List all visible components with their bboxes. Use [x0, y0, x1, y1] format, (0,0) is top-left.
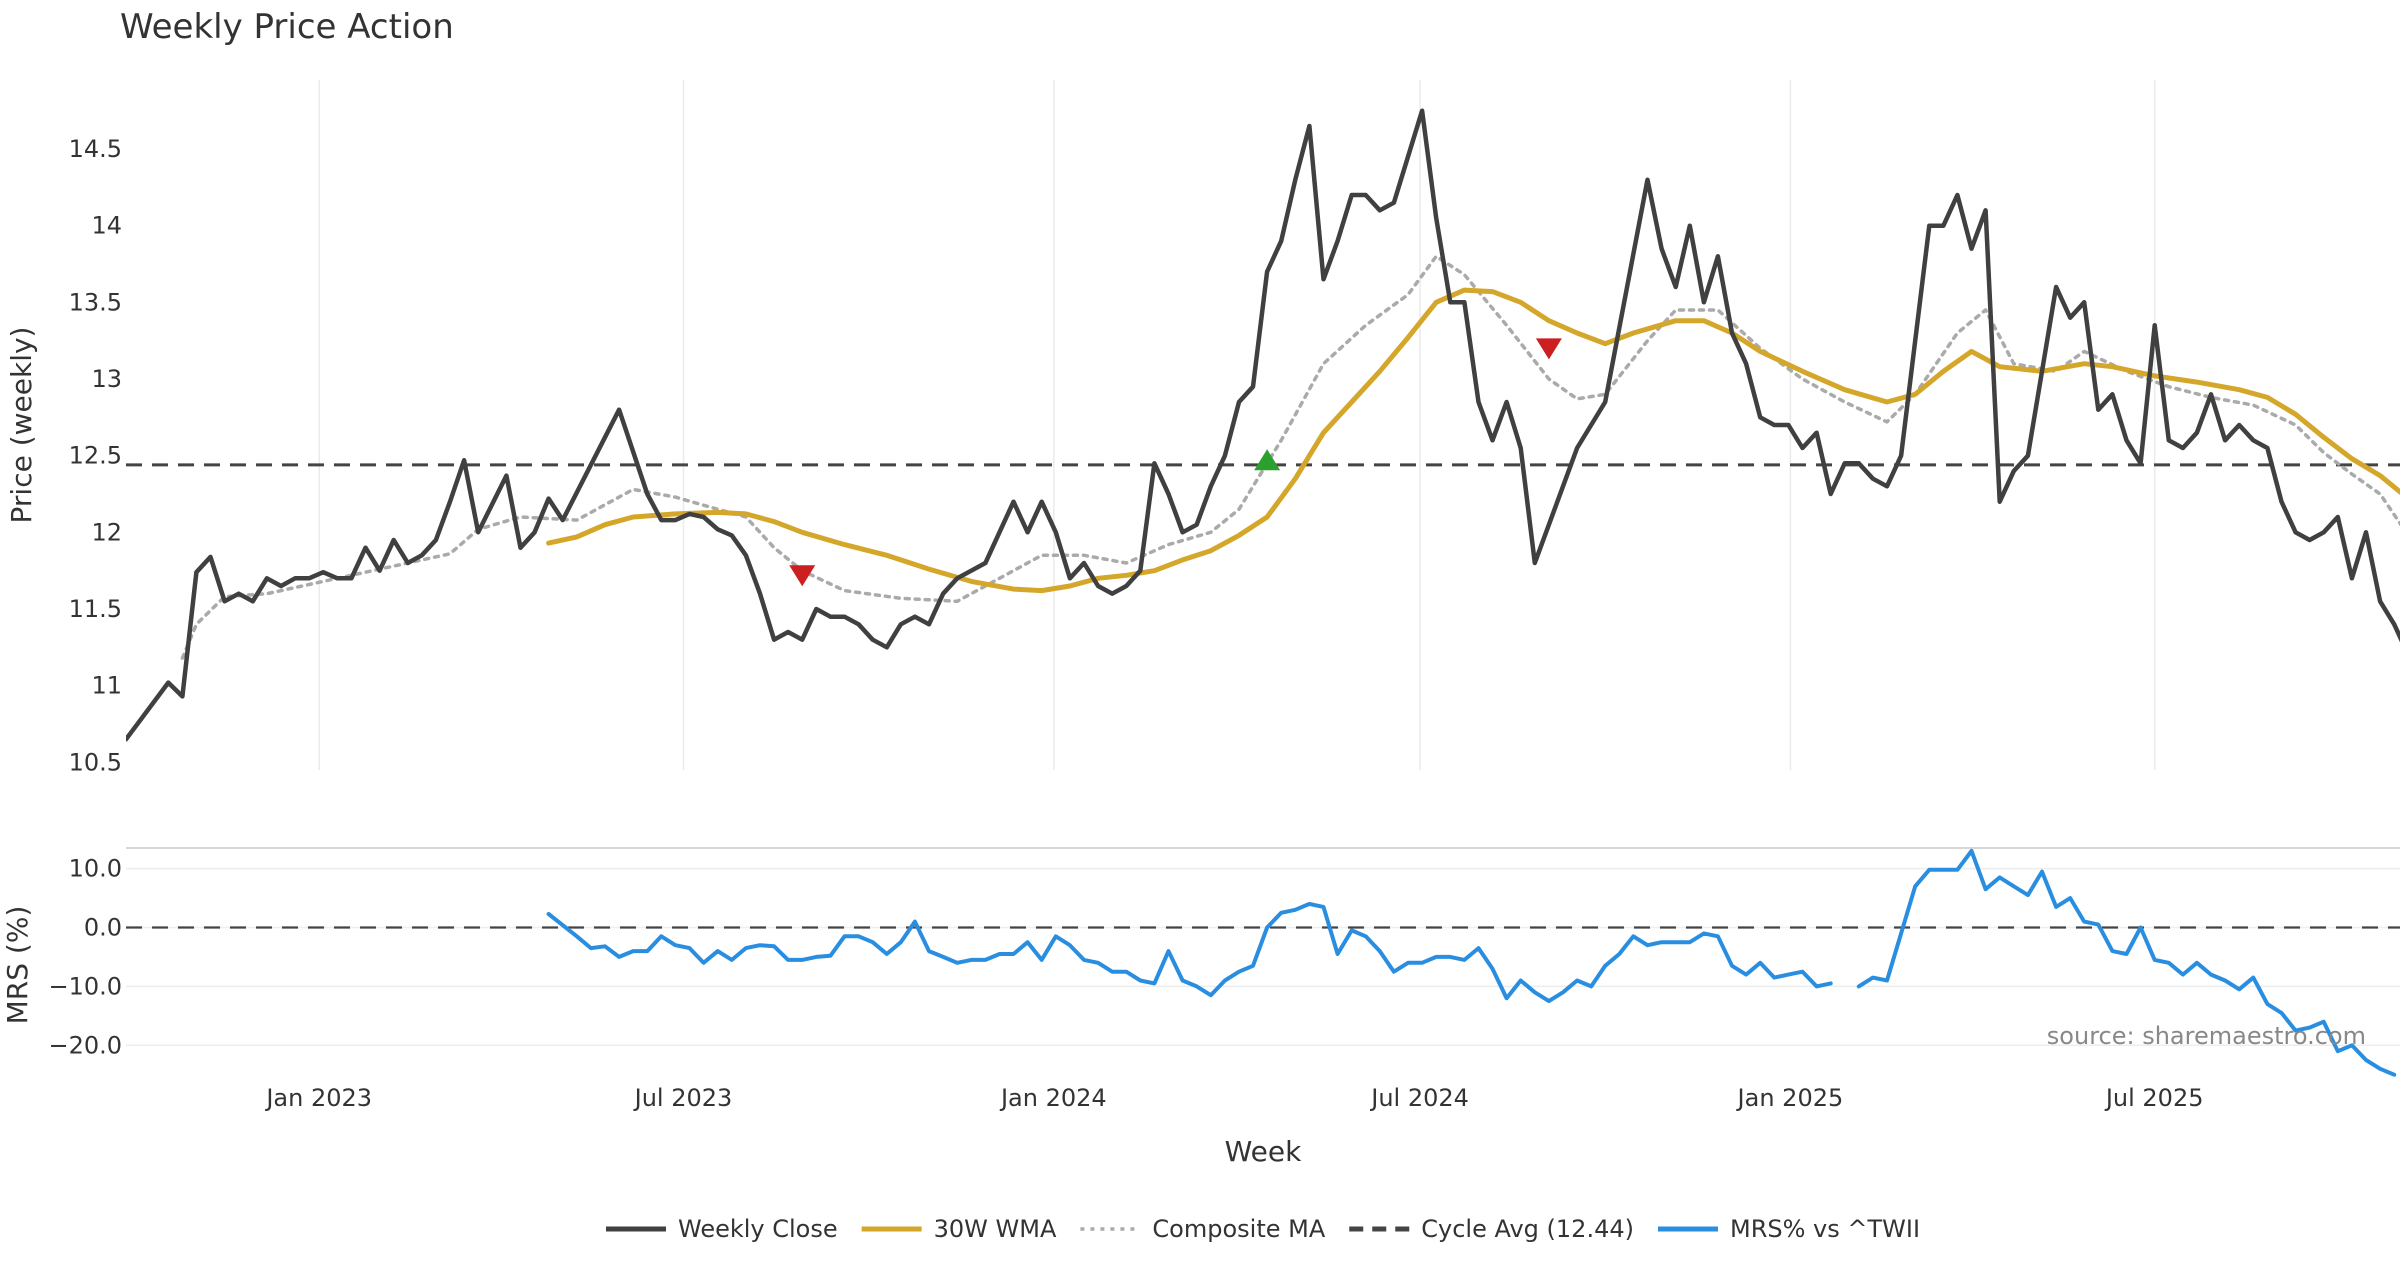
series-line-mrs-segment-2 — [1856, 848, 2397, 1077]
x-tick-label: Jul 2024 — [1369, 1084, 1469, 1112]
legend-label-cycle-avg-12-44: Cycle Avg (12.44) — [1421, 1215, 1634, 1243]
legend: Weekly Close 30W WMA Composite MA Cycle Avg… — [606, 1215, 1920, 1243]
x-tick-label: Jul 2025 — [2104, 1084, 2204, 1112]
mrs-y-axis-title: MRS (%) — [1, 906, 34, 1025]
price-y-tick-label: 14.5 — [69, 135, 122, 163]
x-tick-label: Jan 2025 — [1736, 1084, 1844, 1112]
sell-signal-marker-1 — [789, 565, 816, 587]
sell-signal-marker-3 — [1535, 338, 1562, 360]
price-y-tick-label: 14 — [91, 212, 122, 240]
legend-item-mrs-vs-twii: MRS% vs ^TWII — [1657, 1215, 1920, 1243]
price-y-tick-label: 12 — [91, 518, 122, 546]
legend-label-30w-wma: 30W WMA — [934, 1215, 1057, 1243]
legend-label-composite-ma: Composite MA — [1152, 1215, 1325, 1243]
mrs-y-tick-label: −10.0 — [48, 972, 122, 1000]
legend-label-weekly-close: Weekly Close — [678, 1215, 838, 1243]
series-line-mrs-segment-1 — [546, 901, 1833, 1004]
price-y-tick-label: 11 — [91, 672, 122, 700]
price-grid — [126, 80, 2400, 770]
mrs-y-tick-label: 10.0 — [69, 855, 122, 883]
legend-item-cycle-avg-12-44: Cycle Avg (12.44) — [1349, 1215, 1634, 1243]
mrs-grid — [126, 847, 2400, 1047]
mrs-series-group — [546, 848, 2397, 1077]
chart-title: Weekly Price Action — [120, 7, 454, 47]
legend-label-mrs-vs-twii: MRS% vs ^TWII — [1730, 1215, 1920, 1243]
source-label: source: sharemaestro.com — [2047, 1022, 2366, 1050]
legend-item-30w-wma: 30W WMA — [861, 1215, 1057, 1243]
x-tick-label: Jul 2023 — [633, 1084, 733, 1112]
legend-item-composite-ma: Composite MA — [1080, 1215, 1326, 1243]
price-y-tick-label: 12.5 — [69, 442, 122, 470]
x-ticks: Jan 2023 Jul 2023 Jan 2024 Jul 2024 Jan 2025… — [264, 1084, 2203, 1112]
buy-signal-marker-2 — [1254, 449, 1281, 471]
mrs-y-tick-label: −20.0 — [48, 1031, 122, 1059]
x-tick-label: Jan 2024 — [999, 1084, 1107, 1112]
series-line-30w-wma — [546, 287, 2400, 594]
legend-item-weekly-close: Weekly Close — [606, 1215, 838, 1243]
x-tick-label: Jan 2023 — [264, 1084, 372, 1112]
series-line-weekly-close — [126, 108, 2400, 742]
price-y-tick-label: 11.5 — [69, 595, 122, 623]
price-series-group — [126, 108, 2400, 742]
price-y-axis-title: Price (weekly) — [5, 327, 38, 524]
series-line-composite-ma — [180, 254, 2400, 660]
x-axis-title: Week — [1225, 1135, 1302, 1168]
price-y-tick-label: 13.5 — [69, 288, 122, 316]
price-y-tick-label: 10.5 — [69, 748, 122, 776]
mrs-y-ticks: 10.0 0.0 −10.0 −20.0 — [48, 855, 122, 1060]
signal-markers-group — [789, 338, 1562, 587]
price-y-ticks: 10.5 11 11.5 12 12.5 13 13.5 14 14.5 — [69, 135, 122, 776]
price-y-tick-label: 13 — [91, 365, 122, 393]
mrs-y-tick-label: 0.0 — [84, 914, 122, 942]
